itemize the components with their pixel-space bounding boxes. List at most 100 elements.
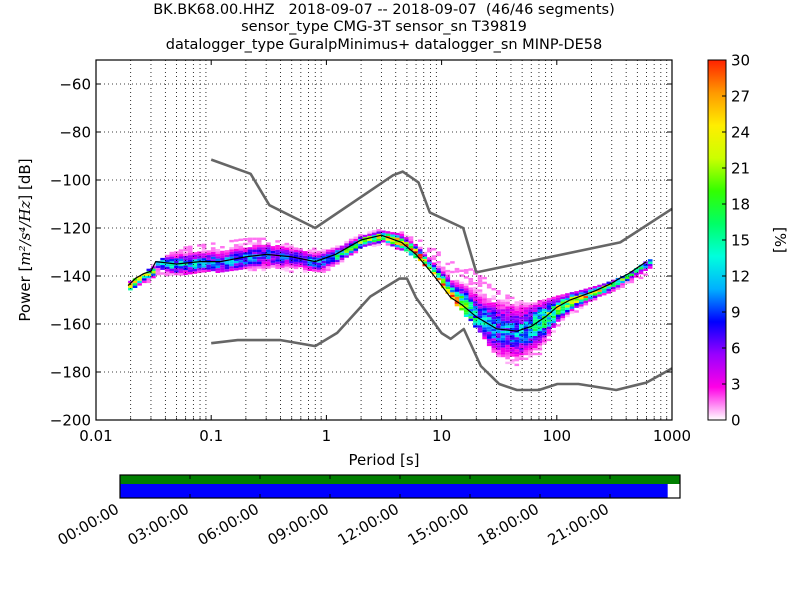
colorbar-tick-label: 12: [731, 268, 750, 286]
pdf-cell: [560, 296, 566, 300]
availability-segments-bar: [120, 475, 680, 484]
pdf-cell: [486, 336, 492, 339]
pdf-cell: [555, 300, 561, 303]
pdf-cell: [542, 311, 547, 314]
pdf-cell: [542, 323, 547, 326]
pdf-cell: [247, 261, 253, 264]
pdf-cell: [206, 267, 211, 270]
pdf-cell: [358, 243, 363, 247]
pdf-cell: [422, 256, 428, 260]
pdf-cell: [519, 314, 524, 317]
pdf-cell: [486, 307, 492, 311]
pdf-cell: [454, 284, 460, 288]
axis-ticks: 0.01 0.1 1 10 100 1000 −200 −180 −160 −140 −120 −10…: [50, 60, 691, 445]
pdf-cell: [233, 248, 239, 252]
pdf-cell: [164, 274, 170, 277]
pdf-cell: [440, 276, 446, 279]
pdf-cell: [542, 304, 547, 307]
pdf-cell: [523, 336, 529, 339]
pdf-cell: [532, 348, 538, 351]
pdf-cell: [491, 309, 497, 312]
pdf-cell: [312, 250, 317, 253]
pdf-cell: [555, 297, 561, 301]
pdf-cell: [358, 236, 363, 239]
pdf-cell: [463, 305, 469, 308]
pdf-cell: [505, 340, 510, 343]
pdf-cell: [192, 261, 198, 265]
pdf-cell: [542, 335, 547, 338]
pdf-cell: [408, 238, 414, 242]
x-tick-label: 100: [542, 427, 571, 445]
pdf-cell: [141, 280, 147, 284]
pdf-cell: [261, 256, 267, 260]
pdf-cell: [183, 253, 188, 256]
pdf-cell: [344, 240, 349, 244]
pdf-cell: [261, 261, 267, 264]
pdf-cell: [463, 269, 469, 272]
pdf-cell: [514, 318, 520, 321]
pdf-cell: [174, 268, 179, 271]
pdf-cell: [284, 257, 290, 260]
pdf-cell: [477, 306, 483, 309]
pdf-cell: [362, 239, 368, 242]
pdf-cell: [275, 245, 280, 248]
colorbar-tick-label: 24: [731, 124, 750, 142]
pdf-cell: [519, 336, 524, 339]
pdf-cell: [220, 250, 225, 254]
pdf-cell: [611, 282, 616, 285]
pdf-cell: [519, 312, 524, 315]
pdf-cell: [542, 337, 547, 340]
pdf-cell: [169, 268, 175, 271]
pdf-cell: [215, 256, 221, 259]
pdf-cell: [174, 265, 179, 268]
pdf-cell: [519, 345, 524, 348]
pdf-cell: [275, 240, 280, 243]
pdf-cell: [468, 292, 474, 295]
pdf-cell: [546, 314, 552, 318]
y-axis-label: Power [m²/s⁴/Hz] [dB]: [16, 158, 34, 321]
pdf-cell: [325, 256, 331, 260]
pdf-cell: [505, 337, 510, 341]
pdf-cell: [210, 268, 216, 272]
pdf-cell: [565, 298, 570, 301]
pdf-cell: [509, 332, 515, 336]
pdf-cell: [537, 316, 543, 320]
pdf-cell: [417, 256, 423, 259]
pdf-cell: [344, 245, 349, 249]
pdf-cell: [528, 312, 533, 315]
pdf-cell: [523, 324, 529, 327]
pdf-cell: [611, 284, 616, 287]
pdf-cell: [256, 249, 262, 252]
pdf-cell: [505, 308, 510, 312]
colorbar-tick-label: 30: [731, 52, 750, 70]
pdf-cell: [206, 255, 211, 258]
pdf-cell: [243, 264, 248, 267]
pdf-cell: [440, 271, 446, 274]
pdf-cell: [160, 272, 165, 275]
pdf-cell: [482, 329, 487, 333]
pdf-cell: [491, 345, 497, 348]
pdf-cell: [528, 319, 533, 322]
pdf-cell: [523, 348, 529, 351]
pdf-cell: [537, 328, 543, 332]
pdf-cell: [473, 289, 478, 292]
pdf-cell: [238, 267, 244, 270]
pdf-cell: [555, 319, 561, 322]
pdf-cell: [601, 293, 607, 296]
pdf-cell: [164, 257, 170, 260]
pdf-cell: [344, 250, 349, 253]
pdf-cell: [371, 237, 377, 240]
pdf-cell: [542, 308, 547, 312]
pdf-cell: [505, 356, 510, 360]
pdf-cell: [583, 300, 589, 303]
pdf-cell: [436, 253, 441, 257]
pdf-cell: [247, 266, 253, 269]
pdf-cell: [565, 310, 570, 313]
pdf-cell: [289, 253, 294, 257]
pdf-cell: [477, 315, 483, 319]
pdf-cell: [578, 292, 584, 295]
pdf-cell: [187, 269, 193, 272]
pdf-cell: [316, 260, 322, 263]
pdf-cell: [532, 321, 538, 324]
pdf-cell: [247, 256, 253, 260]
